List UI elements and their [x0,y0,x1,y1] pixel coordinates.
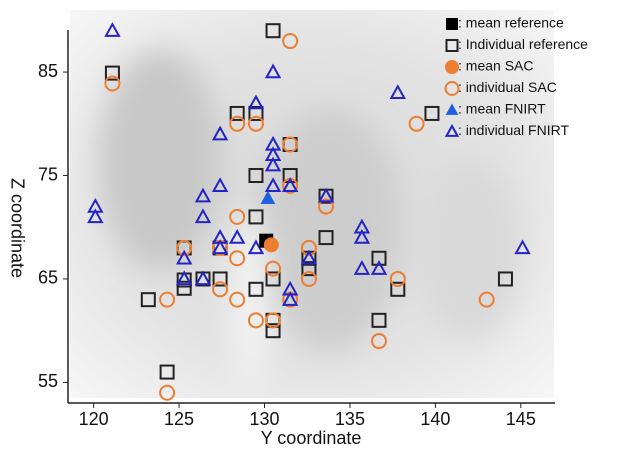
legend-label: : individual SAC [458,79,557,95]
legend-marker [446,61,459,74]
y-axis-title: Z coordinate [7,178,27,278]
y-tick-label: 55 [38,371,58,391]
y-tick-label: 65 [38,268,58,288]
shade [420,160,520,340]
x-tick-label: 120 [79,409,109,429]
shade [100,50,220,270]
x-tick-label: 135 [335,409,365,429]
y-tick-label: 75 [38,164,58,184]
x-tick-label: 130 [249,409,279,429]
chart: Y coordinate Z coordinate 120 125 130 135 14… [0,0,634,456]
point [264,238,278,252]
legend-label: : mean SAC [458,58,533,74]
x-tick-label: 140 [420,409,450,429]
x-tick-label: 145 [506,409,536,429]
legend-marker [447,19,458,30]
legend-label: : mean reference [458,15,564,31]
x-axis-title: Y coordinate [261,428,362,448]
legend-label: : mean FNIRT [458,101,546,117]
legend-label: : Individual reference [458,36,588,52]
legend-label: : individual FNIRT [458,122,569,138]
x-tick-label: 125 [164,409,194,429]
y-tick-label: 85 [38,61,58,81]
